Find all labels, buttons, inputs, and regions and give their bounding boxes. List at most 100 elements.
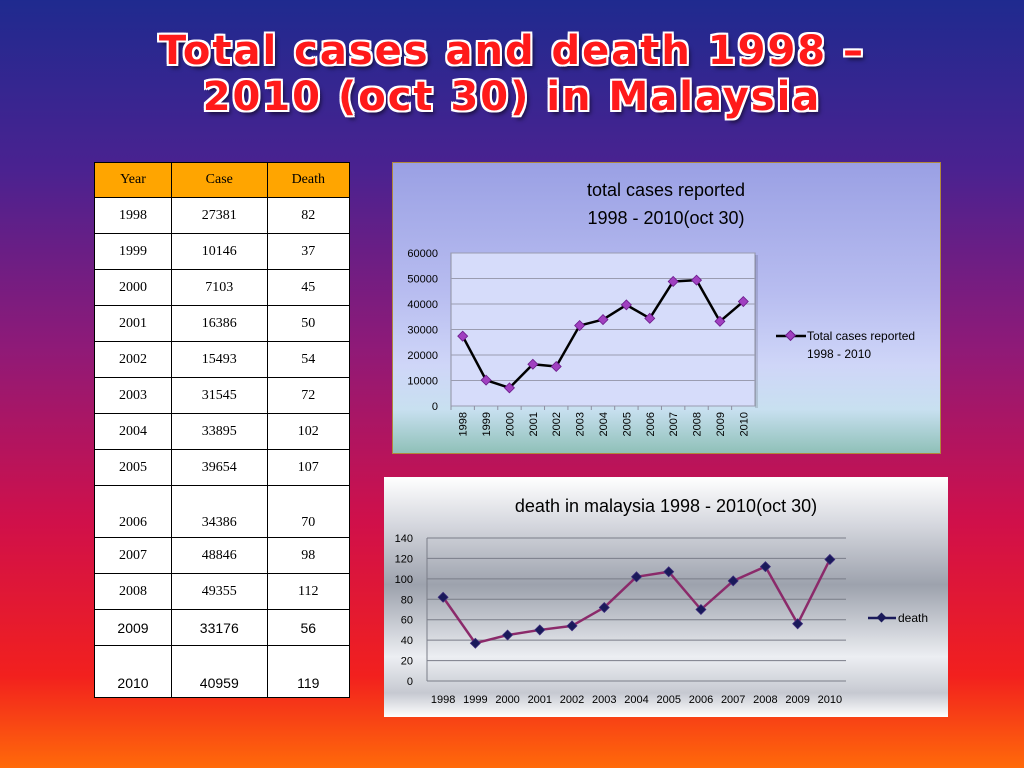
x-tick-label: 2002 — [551, 412, 563, 436]
cell-year: 2009 — [94, 609, 172, 646]
cell-case: 33895 — [170, 413, 268, 450]
header-death: Death — [266, 162, 351, 198]
table-row: 2002 15493 54 — [94, 341, 351, 378]
x-tick-label: 2008 — [692, 412, 704, 436]
death-chart: death in malaysia 1998 - 2010(oct 30) 0 2… — [384, 477, 948, 717]
legend-label-line-1: Total cases reported — [807, 329, 915, 343]
cell-case: 39654 — [170, 449, 268, 486]
total-cases-chart-svg: total cases reported 1998 - 2010(oct 30)… — [407, 180, 915, 436]
cell-case: 7103 — [170, 269, 268, 306]
y-tick-label: 60000 — [407, 248, 438, 260]
y-tick-label: 0 — [407, 676, 413, 688]
x-tick-label: 2000 — [504, 412, 516, 436]
x-tick-label: 2006 — [645, 412, 657, 436]
cell-death: 50 — [266, 305, 351, 342]
cell-death: 70 — [266, 485, 351, 538]
y-tick-label: 140 — [395, 533, 413, 545]
chart-title-line-2: 1998 - 2010(oct 30) — [587, 208, 744, 228]
x-tick-label: 1998 — [431, 694, 455, 706]
cell-year: 2010 — [94, 645, 172, 698]
cell-case: 31545 — [170, 377, 268, 414]
header-case: Case — [170, 162, 268, 198]
cell-case: 33176 — [170, 609, 268, 646]
data-point — [824, 553, 836, 565]
x-tick-label: 2000 — [495, 694, 519, 706]
cell-case: 34386 — [170, 485, 268, 538]
cell-year: 2003 — [94, 377, 172, 414]
cell-year: 2006 — [94, 485, 172, 538]
table-row: 2000 7103 45 — [94, 269, 351, 306]
cell-death: 119 — [266, 645, 351, 698]
x-tick-label: 2003 — [575, 412, 587, 436]
y-tick-label: 0 — [432, 401, 438, 413]
x-tick-label: 1998 — [458, 412, 470, 436]
y-tick-label: 60 — [401, 615, 413, 627]
data-point — [574, 320, 586, 332]
cell-death: 102 — [266, 413, 351, 450]
cell-year: 2002 — [94, 341, 172, 378]
table-row: 2010 40959 119 — [94, 645, 351, 698]
plot-area-shadow — [755, 255, 758, 408]
data-point — [550, 360, 562, 373]
data-point — [437, 591, 449, 603]
x-tick-label: 2005 — [621, 412, 633, 436]
y-tick-label: 120 — [395, 553, 413, 565]
data-point — [714, 315, 726, 327]
data-point — [598, 601, 610, 613]
data-point — [630, 571, 643, 583]
data-table: Year Case Death 1998 27381 82 1999 10146 37 … — [94, 162, 351, 698]
x-tick-label: 2002 — [560, 694, 584, 706]
table-row: 2009 33176 56 — [94, 609, 351, 646]
data-point — [691, 274, 703, 286]
cell-year: 2007 — [94, 537, 172, 574]
legend-label-line-2: 1998 - 2010 — [807, 347, 871, 361]
table-row: 2007 48846 98 — [94, 537, 351, 574]
data-point — [469, 637, 481, 649]
cell-death: 37 — [266, 233, 351, 270]
cell-death: 112 — [266, 573, 351, 610]
cell-death: 82 — [266, 197, 351, 234]
y-tick-label: 30000 — [407, 325, 438, 337]
cell-year: 2004 — [94, 413, 172, 450]
cell-case: 40959 — [170, 645, 268, 698]
x-tick-label: 2003 — [592, 694, 616, 706]
chart-legend: Total cases reported 1998 - 2010 — [776, 329, 915, 361]
slide-title-line-1: Total cases and death 1998 – — [158, 28, 866, 74]
cell-case: 48846 — [170, 537, 268, 574]
cell-death: 72 — [266, 377, 351, 414]
table-row: 1999 10146 37 — [94, 233, 351, 270]
y-tick-label: 50000 — [407, 274, 438, 286]
x-tick-label: 2010 — [738, 412, 750, 436]
table-row: 2008 49355 112 — [94, 573, 351, 610]
x-tick-label: 2006 — [689, 694, 713, 706]
legend-marker — [784, 329, 797, 342]
x-tick-label: 2005 — [656, 694, 680, 706]
x-tick-label: 1999 — [463, 694, 487, 706]
y-tick-label: 20 — [401, 656, 413, 668]
data-point — [566, 620, 578, 632]
data-point — [695, 603, 707, 616]
chart-title-line-1: total cases reported — [587, 180, 745, 200]
y-tick-label: 100 — [395, 574, 413, 586]
cell-year: 2005 — [94, 449, 172, 486]
cell-death: 107 — [266, 449, 351, 486]
data-point — [737, 296, 749, 308]
chart-legend: death — [868, 611, 928, 625]
cell-death: 56 — [266, 609, 351, 646]
data-point — [502, 629, 514, 641]
x-tick-label: 2008 — [753, 694, 777, 706]
data-point — [759, 561, 771, 573]
table-row: 2003 31545 72 — [94, 377, 351, 414]
table-row: 2004 33895 102 — [94, 413, 351, 450]
table-row: 2006 34386 70 — [94, 485, 351, 538]
data-point — [534, 624, 546, 636]
x-tick-label: 2001 — [528, 412, 540, 436]
table-row: 1998 27381 82 — [94, 197, 351, 234]
x-tick-label: 2001 — [528, 694, 552, 706]
table-header-row: Year Case Death — [94, 162, 351, 198]
cell-year: 2001 — [94, 305, 172, 342]
x-tick-label: 2007 — [668, 412, 680, 436]
x-tick-label: 2009 — [715, 412, 727, 436]
x-tick-label: 2010 — [818, 694, 842, 706]
y-tick-label: 40000 — [407, 299, 438, 311]
